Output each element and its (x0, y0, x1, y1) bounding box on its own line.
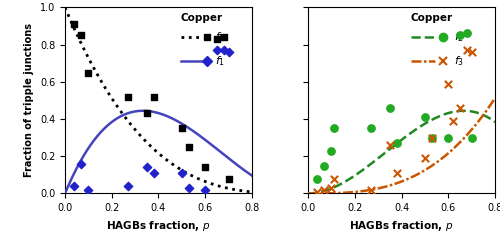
Point (185, 186, 193, 190)
Point (178, 126, 186, 130)
Point (220, 35, 228, 39)
Point (328, 149, 336, 153)
Point (463, 31, 471, 35)
Point (201, 188, 209, 192)
Point (314, 177, 322, 181)
Point (124, 95, 132, 99)
Point (468, 136, 475, 140)
Y-axis label: Fraction of tripple junctions: Fraction of tripple junctions (24, 24, 34, 177)
Point (70, 184, 78, 188)
Point (314, 189, 322, 193)
Point (428, 136, 436, 140)
Point (328, 186, 336, 190)
Point (224, 50, 232, 54)
Point (78, 162, 86, 166)
Point (428, 136, 436, 140)
Point (185, 145, 193, 149)
Point (201, 165, 209, 169)
Point (84, 70, 92, 74)
Point (150, 171, 158, 175)
Point (70, 22, 78, 26)
Point (444, 82, 452, 86)
Point (320, 164, 328, 168)
Point (330, 126, 338, 130)
Point (178, 171, 186, 175)
Text: $f_3$: $f_3$ (454, 55, 464, 68)
Point (320, 188, 328, 192)
Text: $f_0$: $f_0$ (214, 30, 225, 44)
Text: $f_2$: $f_2$ (454, 30, 464, 44)
Point (330, 177, 338, 181)
Point (444, 136, 452, 140)
Point (224, 177, 232, 181)
Point (213, 48, 221, 52)
Point (393, 171, 401, 175)
Point (456, 33, 464, 37)
Point (449, 119, 457, 123)
Point (463, 48, 471, 52)
Point (213, 37, 221, 41)
Point (124, 184, 132, 188)
Point (386, 106, 394, 110)
Point (78, 33, 86, 37)
Point (143, 165, 151, 169)
Point (386, 143, 394, 147)
Point (393, 141, 401, 145)
Point (421, 156, 429, 160)
Text: $f_1$: $f_1$ (214, 55, 224, 68)
Point (150, 95, 158, 99)
Text: Copper: Copper (411, 13, 453, 23)
Point (143, 112, 151, 116)
Point (367, 126, 375, 130)
X-axis label: HAGBs fraction, $p$: HAGBs fraction, $p$ (106, 219, 210, 233)
Point (456, 106, 464, 110)
Point (421, 115, 429, 119)
Point (468, 50, 475, 54)
Point (84, 188, 92, 192)
X-axis label: HAGBs fraction, $p$: HAGBs fraction, $p$ (350, 219, 454, 233)
Point (220, 48, 228, 52)
Text: Copper: Copper (181, 13, 223, 23)
Point (367, 188, 375, 192)
